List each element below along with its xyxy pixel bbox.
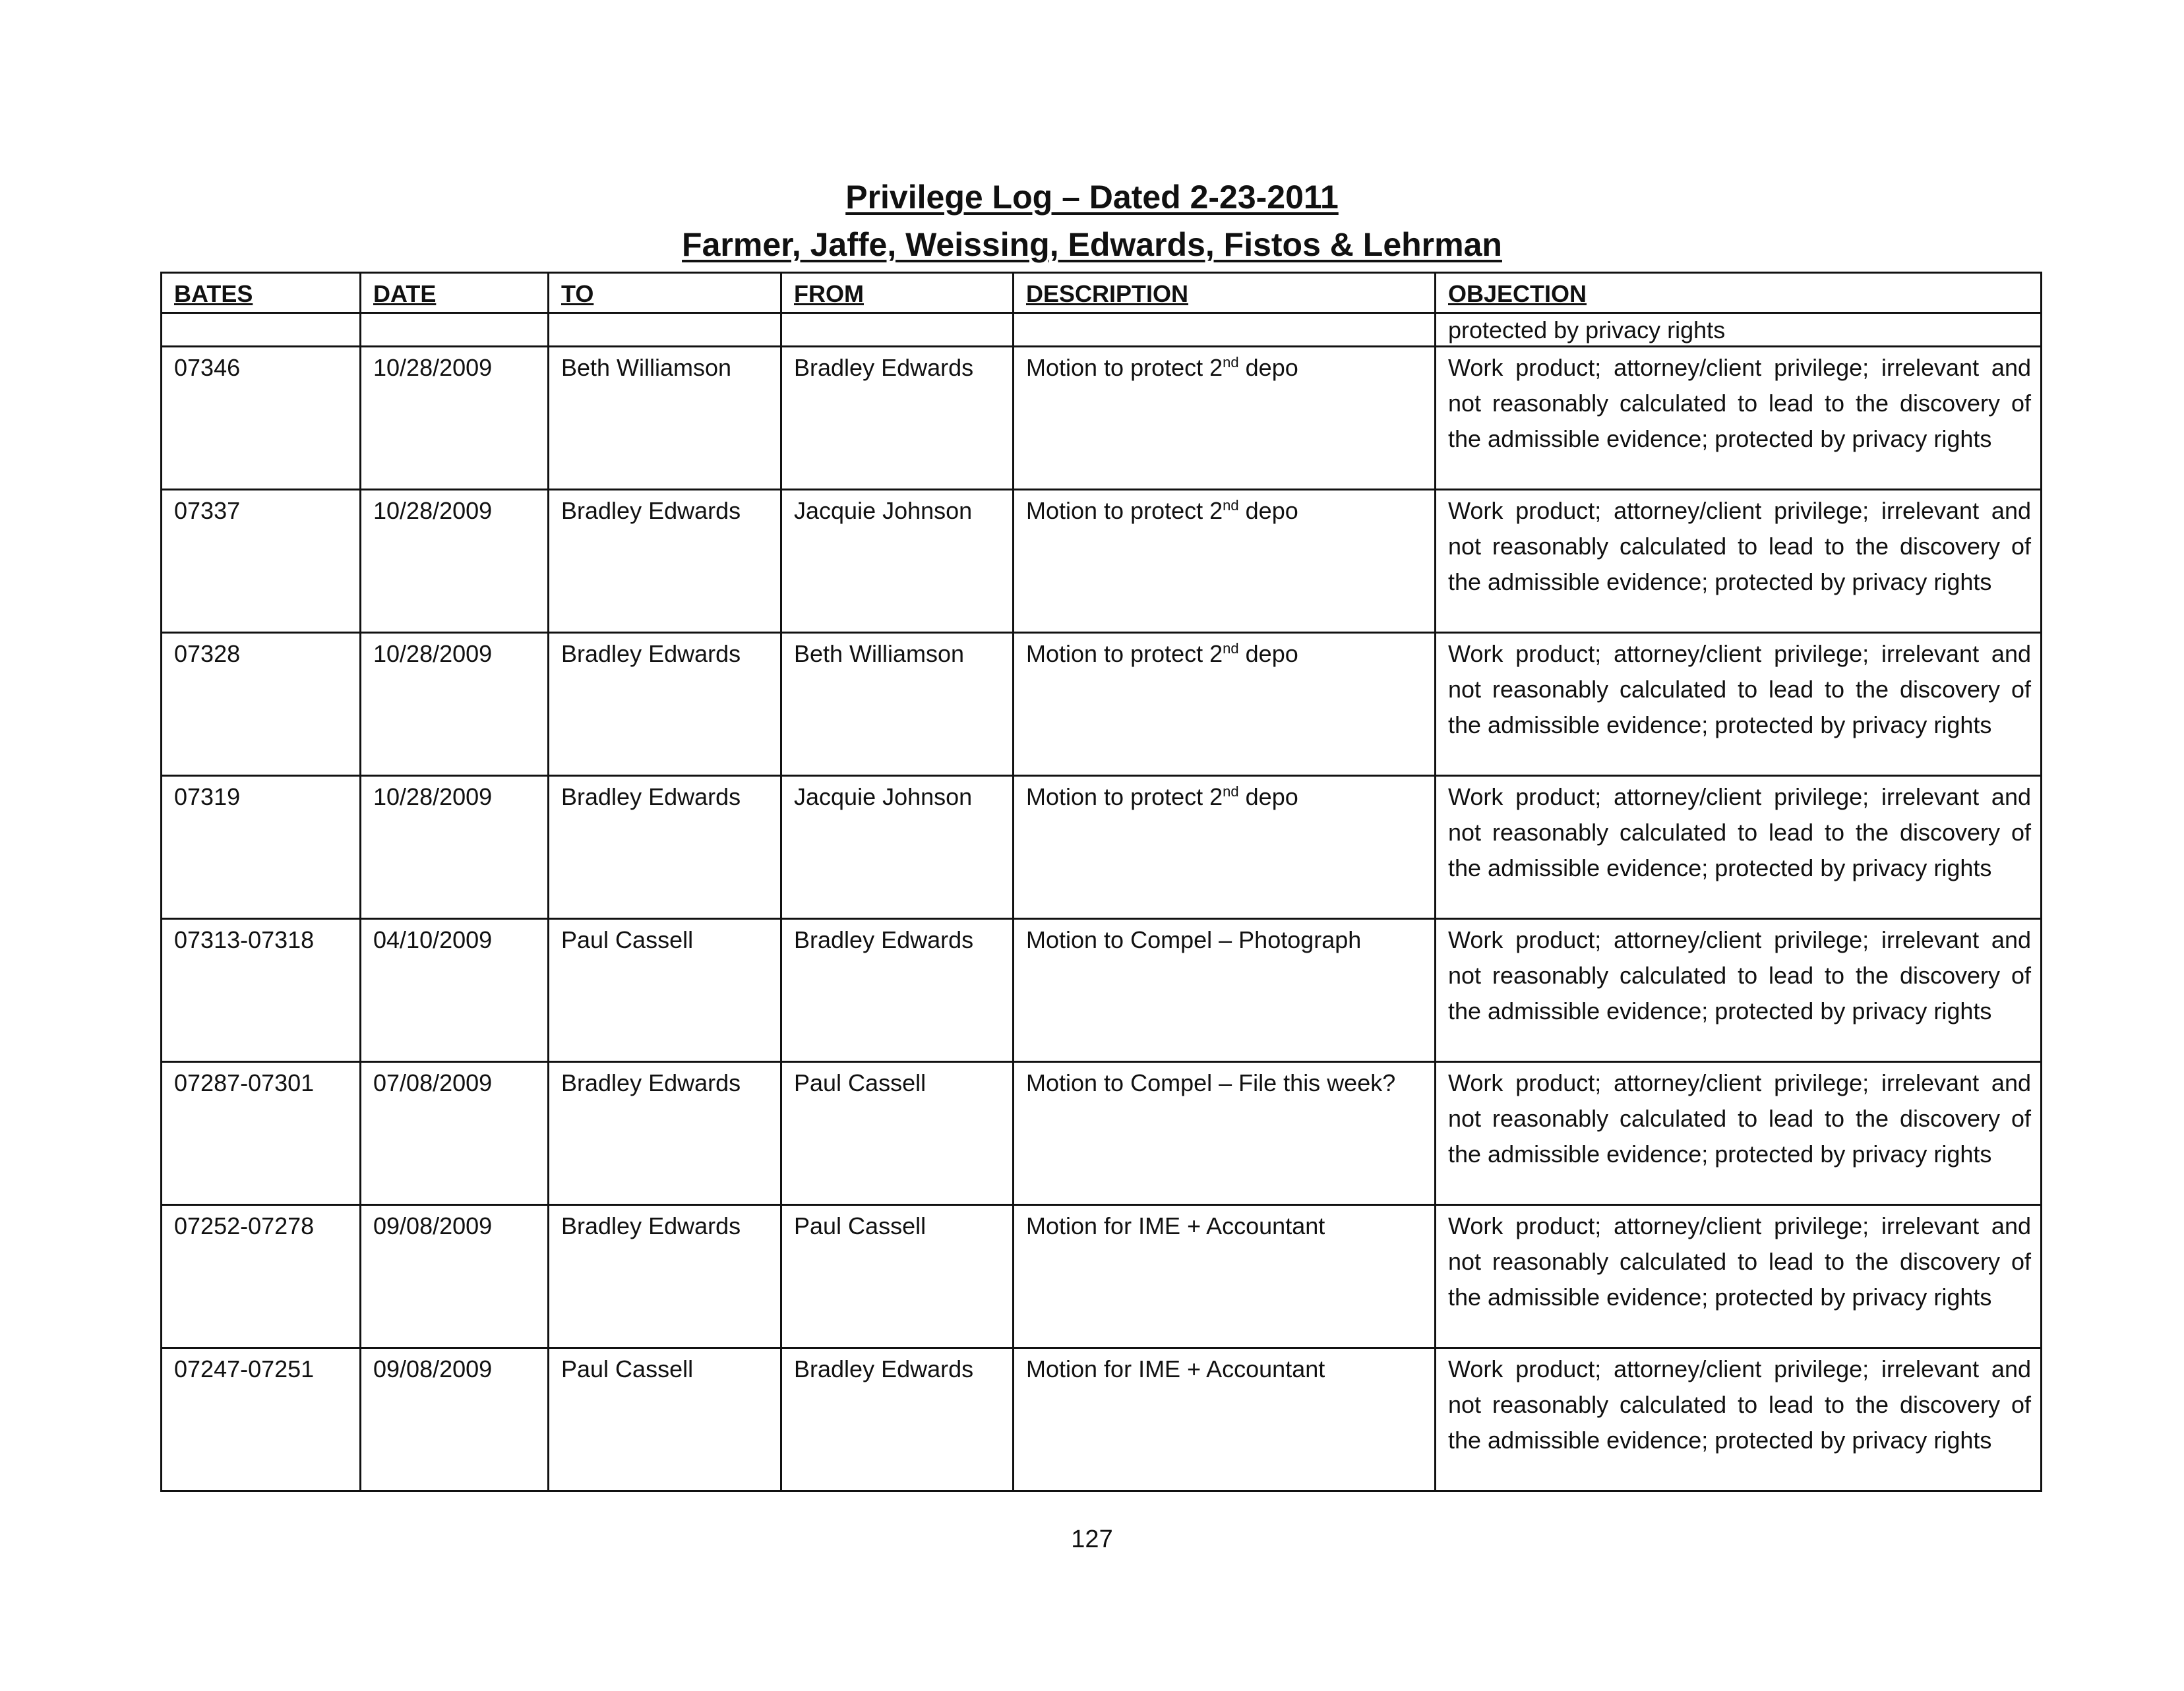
description-sup: nd bbox=[1223, 640, 1239, 657]
cell-from: Beth Williamson bbox=[780, 632, 1014, 777]
cell-to: Bradley Edwards bbox=[547, 775, 782, 920]
description-sup: nd bbox=[1223, 783, 1239, 800]
description-text: Motion for IME + Accountant bbox=[1026, 1212, 1325, 1239]
column-header-date: DATE bbox=[359, 272, 549, 314]
cell-from: Bradley Edwards bbox=[780, 918, 1014, 1063]
cell-date: 04/10/2009 bbox=[359, 918, 549, 1063]
cell-to: Bradley Edwards bbox=[547, 1061, 782, 1206]
cell-date: 07/08/2009 bbox=[359, 1061, 549, 1206]
cell-bates: 07319 bbox=[160, 775, 361, 920]
cell-date: 10/28/2009 bbox=[359, 775, 549, 920]
description-tail: depo bbox=[1238, 497, 1298, 524]
cell-from: Bradley Edwards bbox=[780, 1347, 1014, 1492]
description-text: Motion to protect 2 bbox=[1026, 640, 1223, 667]
column-header-from: FROM bbox=[780, 272, 1014, 314]
table-row: 07328 10/28/2009 Bradley Edwards Beth Willi… bbox=[160, 632, 2042, 777]
cell-from: Jacquie Johnson bbox=[780, 489, 1014, 634]
cell-date: 09/08/2009 bbox=[359, 1204, 549, 1349]
cell-bates: 07287-07301 bbox=[160, 1061, 361, 1206]
description-text: Motion to Compel – Photograph bbox=[1026, 926, 1362, 953]
table-row: 07319 10/28/2009 Bradley Edwards Jacquie Jo… bbox=[160, 775, 2042, 920]
cell-objection: Work product; attorney/client privilege;… bbox=[1434, 1347, 2042, 1492]
table-row: 07337 10/28/2009 Bradley Edwards Jacquie Jo… bbox=[160, 489, 2042, 634]
cell-to: Beth Williamson bbox=[547, 345, 782, 490]
cell-bates: 07252-07278 bbox=[160, 1204, 361, 1349]
cell-description: Motion to protect 2nd depo bbox=[1012, 489, 1436, 634]
cell-objection: Work product; attorney/client privilege;… bbox=[1434, 345, 2042, 490]
cell-bates: 07346 bbox=[160, 345, 361, 490]
cell-objection: Work product; attorney/client privilege;… bbox=[1434, 632, 2042, 777]
document-title: Privilege Log – Dated 2-23-2011 bbox=[845, 179, 1339, 216]
description-text: Motion to protect 2 bbox=[1026, 354, 1223, 381]
column-header-objection: OBJECTION bbox=[1434, 272, 2042, 314]
cell-bates: 07337 bbox=[160, 489, 361, 634]
column-header-to: TO bbox=[547, 272, 782, 314]
cell-date: 10/28/2009 bbox=[359, 489, 549, 634]
cell-objection: Work product; attorney/client privilege;… bbox=[1434, 918, 2042, 1063]
description-sup: nd bbox=[1223, 497, 1239, 514]
cell-to: Bradley Edwards bbox=[547, 632, 782, 777]
cell-date: 10/28/2009 bbox=[359, 345, 549, 490]
column-header-bates: BATES bbox=[160, 272, 361, 314]
description-text: Motion to protect 2 bbox=[1026, 783, 1223, 810]
column-header-description: DESCRIPTION bbox=[1012, 272, 1436, 314]
table-row: 07287-07301 07/08/2009 Bradley Edwards Paul… bbox=[160, 1061, 2042, 1206]
cell-description: Motion for IME + Accountant bbox=[1012, 1347, 1436, 1492]
description-tail: depo bbox=[1238, 354, 1298, 381]
header-row: BATES DATE TO FROM DESCRIPTION OBJECTION bbox=[160, 272, 2042, 314]
cell-from: Paul Cassell bbox=[780, 1204, 1014, 1349]
cell-to: Bradley Edwards bbox=[547, 1204, 782, 1349]
page-number: 127 bbox=[1071, 1526, 1113, 1553]
document-subtitle: Farmer, Jaffe, Weissing, Edwards, Fistos… bbox=[682, 226, 1502, 263]
cell-description: Motion to protect 2nd depo bbox=[1012, 632, 1436, 777]
table-row: 07252-07278 09/08/2009 Bradley Edwards Paul… bbox=[160, 1204, 2042, 1349]
description-text: Motion to protect 2 bbox=[1026, 497, 1223, 524]
description-tail: depo bbox=[1238, 640, 1298, 667]
cell-from: Bradley Edwards bbox=[780, 345, 1014, 490]
cell-from: Jacquie Johnson bbox=[780, 775, 1014, 920]
cell-date: 10/28/2009 bbox=[359, 632, 549, 777]
cell-objection: Work product; attorney/client privilege;… bbox=[1434, 775, 2042, 920]
cell-objection: Work product; attorney/client privilege;… bbox=[1434, 489, 2042, 634]
cell-from: Paul Cassell bbox=[780, 1061, 1014, 1206]
description-text: Motion for IME + Accountant bbox=[1026, 1355, 1325, 1382]
cell-bates: 07313-07318 bbox=[160, 918, 361, 1063]
cell-to: Bradley Edwards bbox=[547, 489, 782, 634]
table-row: 07247-07251 09/08/2009 Paul Cassell Bradley… bbox=[160, 1347, 2042, 1492]
cell-bates: 07328 bbox=[160, 632, 361, 777]
description-sup: nd bbox=[1223, 354, 1239, 371]
cell-description: Motion to Compel – File this week? bbox=[1012, 1061, 1436, 1206]
cell-description: Motion to Compel – Photograph bbox=[1012, 918, 1436, 1063]
continuation-row: protected by privacy rights bbox=[160, 312, 2042, 347]
privilege-log-table: BATES DATE TO FROM DESCRIPTION OBJECTION… bbox=[160, 272, 2042, 1492]
description-text: Motion to Compel – File this week? bbox=[1026, 1069, 1396, 1096]
cell-to: Paul Cassell bbox=[547, 1347, 782, 1492]
table-row: 07346 10/28/2009 Beth Williamson Bradley Ed… bbox=[160, 345, 2042, 490]
cell-to: Paul Cassell bbox=[547, 918, 782, 1063]
cell-bates: 07247-07251 bbox=[160, 1347, 361, 1492]
cell-description: Motion to protect 2nd depo bbox=[1012, 775, 1436, 920]
cell-objection: Work product; attorney/client privilege;… bbox=[1434, 1204, 2042, 1349]
cell-date: 09/08/2009 bbox=[359, 1347, 549, 1492]
cell-objection: protected by privacy rights bbox=[1434, 312, 2042, 347]
description-tail: depo bbox=[1238, 783, 1298, 810]
cell-objection: Work product; attorney/client privilege;… bbox=[1434, 1061, 2042, 1206]
cell-description: Motion to protect 2nd depo bbox=[1012, 345, 1436, 490]
cell-description: Motion for IME + Accountant bbox=[1012, 1204, 1436, 1349]
table-row: 07313-07318 04/10/2009 Paul Cassell Bradley… bbox=[160, 918, 2042, 1063]
